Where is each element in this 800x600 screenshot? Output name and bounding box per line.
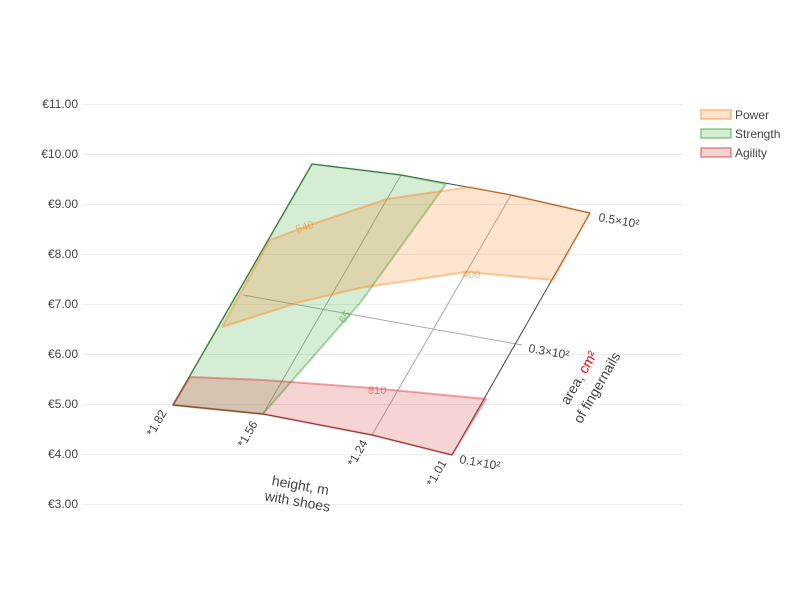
- carpet-edge-bottom: [172, 404, 453, 456]
- y-gridlines: [83, 104, 683, 505]
- carpet-grid-line-b: [242, 294, 523, 346]
- height-tick-label: *1.56: [234, 418, 260, 450]
- height-tick-label: *1.01: [423, 457, 449, 489]
- carpet-grid-line-a: [262, 174, 402, 415]
- y-tick-label: €5.00: [48, 397, 78, 411]
- carpet-boundary: [172, 163, 591, 456]
- annotation-power: 400: [462, 269, 480, 281]
- y-tick-label: €11.00: [42, 97, 78, 111]
- legend-swatch-strength: [700, 128, 732, 139]
- legend-item-power[interactable]: Power: [700, 108, 769, 122]
- legend-swatch-power: [700, 109, 732, 120]
- y-axis-ticks: €11.00 €10.00 €9.00 €8.00 €7.00 €6.00 €5…: [41, 97, 78, 511]
- y-tick-label: €10.00: [41, 147, 78, 161]
- legend-item-strength[interactable]: Strength: [700, 127, 780, 141]
- y-tick-label: €9.00: [48, 197, 78, 211]
- annotation-agility: 810: [368, 385, 386, 397]
- legend: Power Strength Agility: [700, 108, 780, 160]
- annotation-strength: 65: [337, 309, 354, 326]
- height-tick-label: *1.82: [143, 407, 169, 439]
- y-tick-label: €4.00: [48, 447, 78, 461]
- y-tick-label: €8.00: [48, 247, 78, 261]
- carpet-edge-left: [172, 163, 313, 406]
- series-annotations: 540 400 65 810: [294, 219, 480, 397]
- area-tick-label: 0.5×10²: [597, 210, 640, 231]
- series-fills: [172, 163, 591, 456]
- carpet-grid: [242, 174, 523, 436]
- y-tick-label: €6.00: [48, 347, 78, 361]
- series-area-power: [221, 186, 591, 328]
- legend-label-agility: Agility: [735, 146, 767, 160]
- series-area-agility: [172, 376, 487, 456]
- height-tick-label: *1.24: [344, 437, 370, 469]
- carpet-grid-line-a: [371, 194, 512, 436]
- legend-swatch-agility: [700, 147, 732, 158]
- annotation-power-top: 540: [294, 219, 315, 236]
- y-tick-label: €7.00: [48, 297, 78, 311]
- carpet-edge-top: [311, 163, 591, 214]
- area-tick-label: 0.3×10²: [527, 341, 570, 362]
- carpet-edge-right: [451, 212, 591, 456]
- legend-label-power: Power: [735, 108, 769, 122]
- area-tick-label: 0.1×10²: [458, 452, 501, 473]
- legend-label-strength: Strength: [735, 127, 780, 141]
- legend-item-agility[interactable]: Agility: [700, 146, 767, 160]
- series-area-strength: [172, 163, 447, 415]
- y-tick-label: €3.00: [48, 497, 78, 511]
